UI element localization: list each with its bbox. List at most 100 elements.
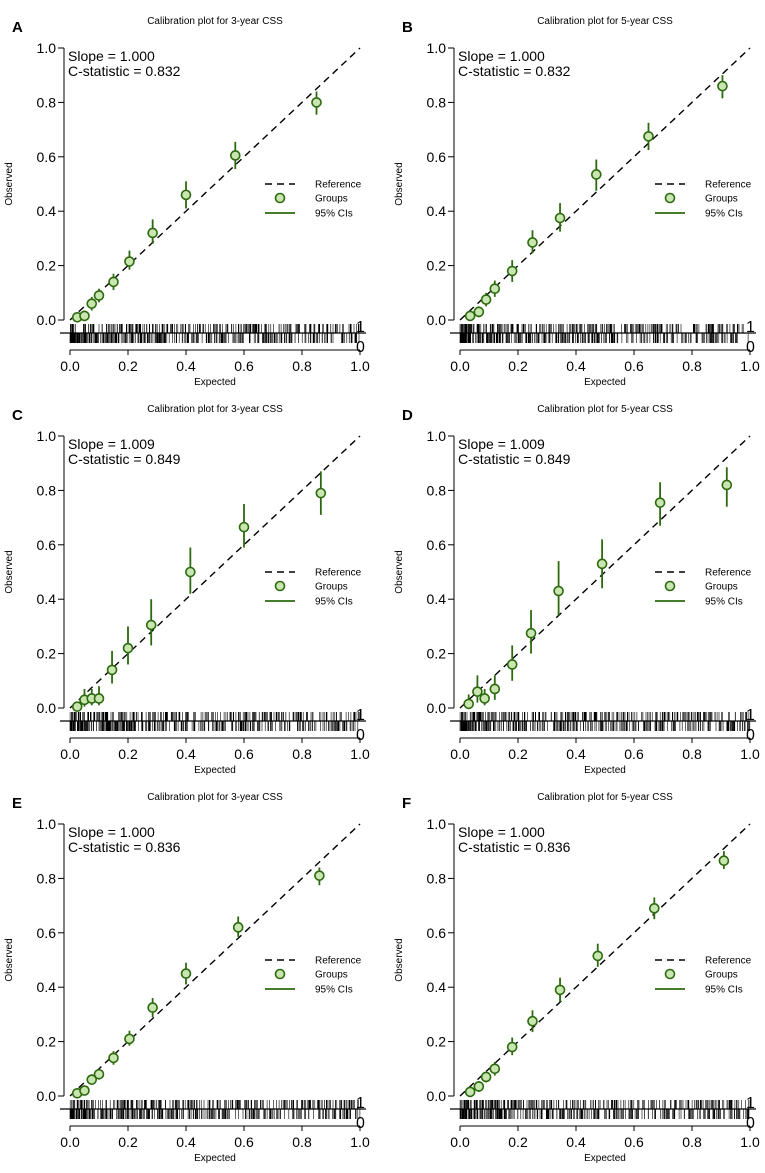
x-tick-label: 0.2 <box>118 1134 138 1150</box>
c-statistic-text: C-statistic = 0.836 <box>458 839 571 855</box>
x-tick-label: 0.4 <box>566 358 586 374</box>
x-tick-label: 0.4 <box>566 746 586 762</box>
group-point <box>474 307 483 316</box>
group-point <box>722 480 731 489</box>
group-point <box>73 702 82 711</box>
rug-label-1: 1 <box>746 1095 755 1112</box>
slope-text: Slope = 1.000 <box>68 824 155 840</box>
x-tick-label: 0.8 <box>292 746 312 762</box>
panel-d: D Calibration plot for 5-year CSS 0.0 0.2 0.… <box>394 404 760 776</box>
group-point <box>490 1064 499 1073</box>
group-point <box>593 951 602 960</box>
x-tick-label: 0.0 <box>60 1134 80 1150</box>
rug-label-1: 1 <box>746 707 755 724</box>
x-tick-label: 0.2 <box>118 358 138 374</box>
x-tick-label: 1.0 <box>740 746 760 762</box>
y-tick-label: 0.4 <box>427 591 447 607</box>
x-tick-label: 1.0 <box>740 1134 760 1150</box>
y-tick-label: 1.0 <box>37 40 57 56</box>
x-axis-label: Expected <box>584 377 626 388</box>
y-tick-label: 0.2 <box>37 258 57 274</box>
group-point <box>464 699 473 708</box>
x-tick-label: 0.8 <box>292 1134 312 1150</box>
group-point <box>482 295 491 304</box>
chart-title: Calibration plot for 5-year CSS <box>537 792 673 803</box>
group-point <box>592 170 601 179</box>
y-tick-label: 0.0 <box>427 700 447 716</box>
group-point <box>650 904 659 913</box>
y-tick-label: 0.8 <box>37 482 57 498</box>
group-point <box>490 684 499 693</box>
y-tick-label: 0.8 <box>427 870 447 886</box>
y-tick-label: 0.2 <box>37 646 57 662</box>
y-tick-label: 0.0 <box>37 1088 57 1104</box>
panel-label: A <box>12 19 23 36</box>
x-tick-label: 0.8 <box>292 358 312 374</box>
chart-title: Calibration plot for 3-year CSS <box>147 404 283 415</box>
x-tick-label: 0.6 <box>234 358 254 374</box>
y-tick-label: 1.0 <box>427 40 447 56</box>
legend-groups-label: Groups <box>705 970 738 981</box>
x-tick-label: 0.2 <box>508 1134 528 1150</box>
legend-ci-label: 95% CIs <box>705 597 743 608</box>
legend-reference-label: Reference <box>705 568 752 579</box>
rug-events-0 <box>70 721 358 731</box>
group-point <box>508 267 517 276</box>
slope-text: Slope = 1.009 <box>68 436 155 452</box>
group-point <box>80 311 89 320</box>
y-tick-label: 0.0 <box>427 1088 447 1104</box>
y-tick-label: 1.0 <box>37 428 57 444</box>
y-tick-label: 0.6 <box>37 537 57 553</box>
rug-events-0 <box>460 721 750 731</box>
y-axis-label: Observed <box>4 938 15 981</box>
legend-groups-swatch <box>666 194 675 203</box>
group-point <box>182 190 191 199</box>
c-statistic-text: C-statistic = 0.832 <box>458 63 571 79</box>
legend-reference-label: Reference <box>315 568 362 579</box>
y-tick-label: 0.4 <box>37 203 57 219</box>
legend-groups-label: Groups <box>315 582 348 593</box>
x-tick-label: 0.8 <box>682 746 702 762</box>
rug-label-1: 1 <box>356 707 365 724</box>
y-axis-label: Observed <box>4 162 15 205</box>
group-point <box>109 1053 118 1062</box>
x-axis-label: Expected <box>194 765 236 776</box>
legend-groups-label: Groups <box>705 582 738 593</box>
rug-events-0 <box>460 1109 749 1119</box>
x-tick-label: 0.0 <box>450 358 470 374</box>
legend-groups-label: Groups <box>315 970 348 981</box>
rug-events-1 <box>460 712 749 721</box>
figure: A Calibration plot for 3-year CSS 0.0 0.2 0.… <box>0 0 765 1173</box>
y-tick-label: 0.2 <box>427 646 447 662</box>
group-point <box>316 489 325 498</box>
chart-title: Calibration plot for 3-year CSS <box>147 16 283 27</box>
chart-title: Calibration plot for 5-year CSS <box>537 404 673 415</box>
group-point <box>147 621 156 630</box>
group-point <box>125 257 134 266</box>
panel-label: C <box>12 407 23 424</box>
y-axis-label: Observed <box>4 550 15 593</box>
y-tick-label: 0.4 <box>37 979 57 995</box>
c-statistic-text: C-statistic = 0.849 <box>68 451 181 467</box>
group-point <box>718 82 727 91</box>
x-axis-label: Expected <box>584 1153 626 1164</box>
panel-c: C Calibration plot for 3-year CSS 0.0 0.2 0.… <box>4 404 370 776</box>
group-point <box>527 629 536 638</box>
x-tick-label: 1.0 <box>350 358 370 374</box>
y-tick-label: 1.0 <box>37 816 57 832</box>
rug-events-1 <box>70 712 360 721</box>
x-tick-label: 0.0 <box>60 358 80 374</box>
x-tick-label: 0.6 <box>624 746 644 762</box>
group-point <box>466 1087 475 1096</box>
group-point <box>231 151 240 160</box>
panel-e: E Calibration plot for 3-year CSS0.00.20.… <box>4 792 370 1164</box>
y-tick-label: 0.4 <box>427 203 447 219</box>
legend: Reference Groups 95% CIs <box>655 956 752 996</box>
legend-reference-label: Reference <box>315 956 362 967</box>
y-axis-label: Observed <box>394 550 405 593</box>
y-tick-label: 0.6 <box>37 149 57 165</box>
legend-groups-label: Groups <box>315 194 348 205</box>
chart-title: Calibration plot for 3-year CSS <box>147 792 283 803</box>
panel-label: B <box>402 19 413 36</box>
c-statistic-text: C-statistic = 0.836 <box>68 839 181 855</box>
